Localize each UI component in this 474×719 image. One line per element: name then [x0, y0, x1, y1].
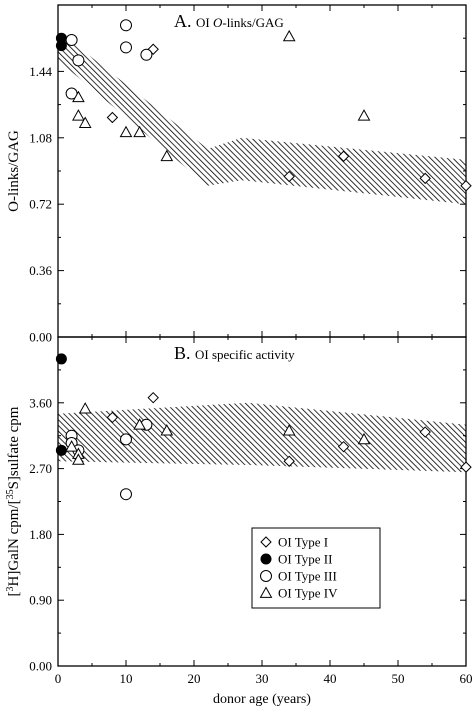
data-point [78, 116, 92, 128]
data-point [120, 488, 132, 501]
data-point [120, 41, 132, 54]
data-point [460, 461, 472, 473]
x-tick-label: 30 [256, 671, 269, 686]
series-oi-type-ii [55, 32, 67, 52]
data-point [72, 109, 85, 121]
data-point [119, 125, 133, 138]
y-tick-label: 1.08 [29, 130, 52, 145]
data-point [106, 111, 119, 124]
y-axis-label: [3H]GalN cpm/[35S]sulfate cpm [5, 406, 23, 596]
data-point [283, 170, 295, 183]
data-point [282, 29, 296, 42]
legend-marker-diamond [260, 536, 272, 548]
hatched-band [58, 30, 466, 205]
data-point [419, 172, 431, 185]
data-point [282, 424, 296, 436]
data-point [72, 54, 85, 67]
data-point [65, 440, 78, 452]
data-point [337, 150, 350, 162]
data-point [55, 353, 67, 365]
panel-a: 0.00 0.36 0.72 1.08 1.44 O-links/GAG A. OI O-l… [6, 4, 472, 345]
data-point [106, 411, 119, 424]
data-point [55, 40, 67, 52]
data-point [72, 90, 85, 103]
data-point [283, 455, 295, 467]
data-point [120, 19, 132, 32]
legend-marker-circle [260, 570, 272, 582]
data-point [78, 402, 92, 414]
plot-frame [57, 336, 467, 667]
y-tick-label: 3.60 [29, 395, 52, 410]
panel-title: A. OI O-links/GAG [174, 11, 284, 31]
x-tick-label: 50 [392, 671, 405, 686]
data-point [357, 432, 371, 445]
hatched-band [58, 402, 466, 473]
legend-label: OI Type II [278, 552, 332, 567]
data-point [419, 426, 431, 438]
data-point [357, 109, 371, 121]
series-oi-type-iv [65, 402, 371, 465]
panel-title: B. OI specific activity [174, 343, 295, 363]
y-tick-label: 1.80 [29, 527, 52, 542]
y-tick-label: 0.00 [29, 330, 52, 345]
legend: OI Type I OI Type II OI Type III OI Type IV [251, 527, 381, 609]
x-tick-label: 10 [120, 671, 133, 686]
legend-box [251, 527, 381, 609]
series-oi-type-ii [55, 353, 67, 456]
y-tick-label: 1.44 [29, 64, 52, 79]
data-point [65, 34, 78, 47]
y-tick-label: 0.36 [29, 263, 52, 278]
legend-marker-filled-circle [260, 553, 272, 565]
legend-label: OI Type III [278, 569, 337, 584]
panel-b: 0.00 0.90 1.80 2.70 3.60 [3H]GalN cpm/[35S]su… [5, 336, 472, 674]
x-tick-label: 0 [55, 671, 62, 686]
data-point [147, 391, 159, 404]
legend-marker-triangle [259, 586, 273, 598]
legend-label: OI Type I [278, 535, 328, 550]
legend-label: OI Type IV [278, 586, 338, 601]
y-axis-label: O-links/GAG [6, 130, 22, 212]
x-tick-label: 20 [188, 671, 201, 686]
data-point [133, 125, 146, 138]
series-oi-type-i [106, 391, 472, 473]
series-oi-type-iv [72, 29, 371, 162]
data-point [160, 149, 174, 162]
x-tick-label: 60 [460, 671, 473, 686]
data-point [55, 444, 67, 456]
data-point [337, 440, 350, 453]
data-point [460, 180, 472, 192]
y-tick-label: 2.70 [29, 461, 52, 476]
series-oi-type-i [106, 43, 472, 192]
x-tick-label: 40 [324, 671, 337, 686]
data-point [160, 424, 174, 436]
data-point [133, 418, 146, 430]
data-point [140, 48, 153, 61]
y-tick-label: 0.00 [29, 659, 52, 674]
y-tick-label: 0.90 [29, 593, 52, 608]
data-point [72, 453, 85, 465]
y-tick-label: 0.72 [29, 197, 52, 212]
x-axis-label: donor age (years) [213, 692, 311, 707]
data-point [120, 433, 132, 446]
